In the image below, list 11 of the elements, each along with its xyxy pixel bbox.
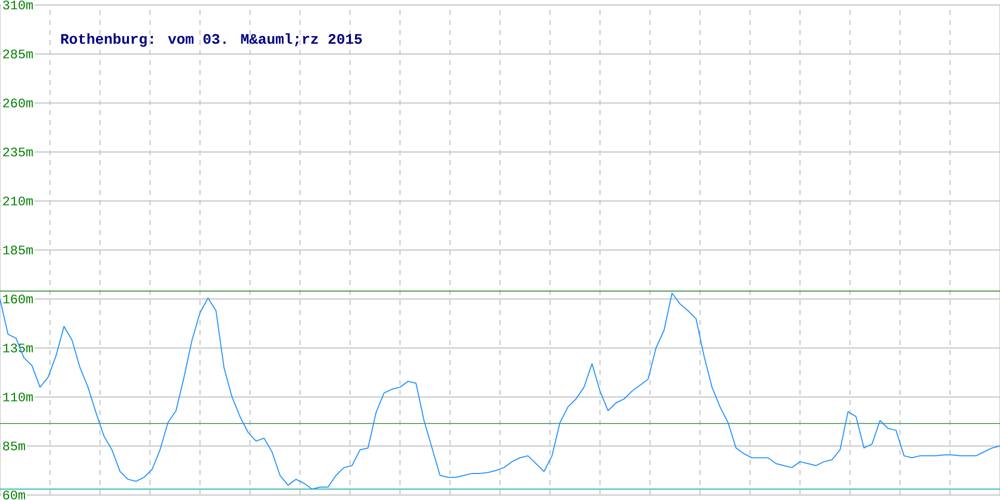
y-tick-label: 285m <box>3 50 33 58</box>
y-tick-label: 260m <box>3 98 33 108</box>
y-tick-label: 185m <box>3 246 33 254</box>
y-tick-label: 210m <box>3 196 33 206</box>
y-tick-label: 160m <box>3 294 33 304</box>
y-tick-label: 60m <box>3 490 25 500</box>
y-tick-label: 235m <box>3 148 33 156</box>
y-tick-label: 110m <box>3 392 33 402</box>
text: Rothenburg: vom 03. M&auml;rz 2015 <box>61 33 362 47</box>
y-tick-label: 85m <box>3 442 25 450</box>
y-tick-label: 310m <box>3 0 33 10</box>
